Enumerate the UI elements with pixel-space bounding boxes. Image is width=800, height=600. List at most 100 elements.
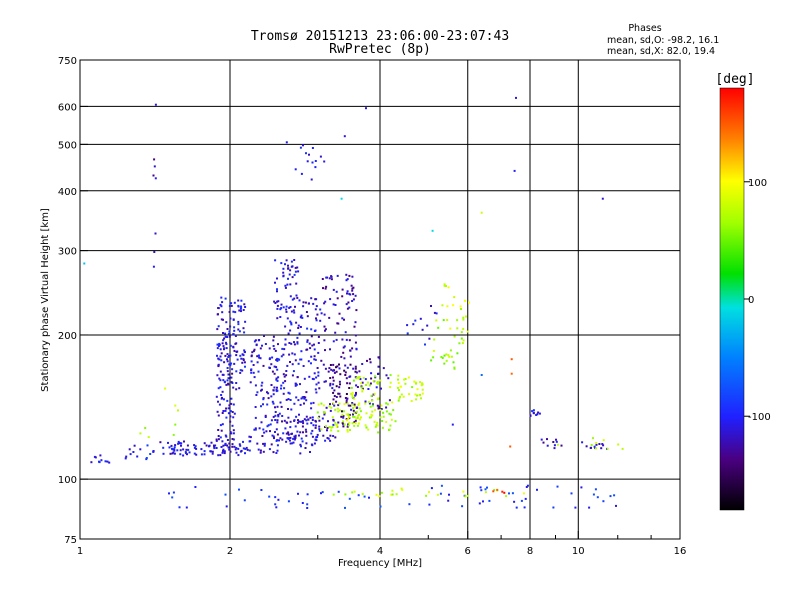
data-point (171, 452, 174, 455)
data-point (331, 425, 334, 428)
data-point (580, 486, 583, 489)
data-point (315, 391, 318, 394)
data-point (314, 358, 317, 361)
data-point (398, 397, 401, 400)
data-point (377, 398, 379, 401)
data-point (302, 301, 305, 304)
data-point (309, 451, 311, 453)
data-point (276, 290, 278, 293)
data-point (227, 332, 230, 335)
data-point (133, 444, 136, 447)
data-point (243, 499, 246, 502)
data-point (389, 381, 392, 384)
data-point (416, 394, 418, 397)
data-point (305, 311, 308, 313)
data-point (365, 384, 367, 386)
data-point (177, 442, 180, 445)
data-point (370, 377, 373, 380)
data-point (271, 400, 274, 403)
data-point (171, 496, 174, 499)
data-point (370, 413, 373, 416)
data-point (276, 277, 278, 280)
data-point (312, 401, 315, 404)
data-point (382, 411, 385, 414)
data-point (222, 444, 225, 447)
data-point (311, 161, 314, 164)
data-point (351, 491, 354, 494)
data-point (222, 318, 224, 321)
data-point (270, 419, 273, 422)
data-point (345, 279, 348, 282)
data-point (217, 357, 220, 360)
data-point (324, 425, 327, 428)
data-point (621, 447, 624, 450)
data-point (210, 450, 212, 453)
data-point (310, 355, 313, 358)
data-point (367, 428, 370, 431)
data-point (379, 416, 382, 419)
data-point (290, 322, 293, 325)
data-point (162, 452, 165, 455)
data-point (399, 385, 402, 388)
data-point (242, 354, 245, 357)
data-point (217, 325, 220, 328)
data-point (233, 445, 236, 448)
data-point (226, 360, 229, 363)
y-tick-label: 750 (58, 56, 77, 67)
data-point (276, 359, 279, 362)
data-point (293, 259, 296, 261)
data-point (351, 300, 354, 302)
data-point (452, 304, 455, 307)
data-point (217, 363, 220, 366)
data-point (397, 382, 400, 385)
data-point (421, 388, 424, 391)
data-point (344, 397, 347, 399)
data-point (513, 500, 516, 503)
data-point (305, 399, 308, 402)
data-point (220, 446, 223, 448)
data-point (172, 491, 175, 494)
data-point (367, 401, 370, 403)
data-point (346, 397, 349, 400)
data-point (595, 442, 598, 444)
data-point (289, 442, 292, 445)
data-point (262, 398, 265, 401)
data-point (287, 500, 290, 503)
data-point (275, 366, 278, 369)
data-point (332, 303, 335, 306)
data-point (280, 303, 283, 306)
data-point (456, 319, 459, 322)
data-point (358, 376, 361, 378)
data-point (592, 493, 595, 496)
phases-x-stats: mean, sd,X: 82.0, 19.4 (607, 46, 715, 57)
data-point (351, 402, 354, 404)
data-point (403, 378, 406, 381)
data-point (169, 452, 172, 455)
data-point (349, 349, 352, 352)
data-point (216, 347, 219, 350)
data-point (354, 405, 357, 408)
data-point (299, 358, 302, 361)
data-point (229, 420, 232, 423)
data-point (235, 447, 238, 449)
data-point (287, 267, 290, 270)
data-point (332, 369, 334, 372)
data-point (436, 493, 439, 496)
data-point (314, 419, 317, 422)
data-point (275, 439, 278, 442)
y-axis: 75 100 200 300 400 500 600 750 (58, 56, 88, 546)
data-point (272, 335, 275, 338)
y-tick-label: 75 (64, 535, 77, 546)
data-point (330, 278, 333, 281)
data-point (255, 394, 258, 396)
data-point (306, 422, 309, 425)
data-point (447, 499, 450, 502)
data-point (295, 294, 298, 297)
data-point (300, 316, 302, 319)
data-point (314, 329, 317, 332)
data-point (323, 380, 326, 383)
data-point (145, 457, 148, 459)
phases-o-stats: mean, sd,O: -98.2, 16.1 (607, 35, 719, 46)
data-point (186, 453, 188, 456)
data-point (344, 331, 347, 334)
